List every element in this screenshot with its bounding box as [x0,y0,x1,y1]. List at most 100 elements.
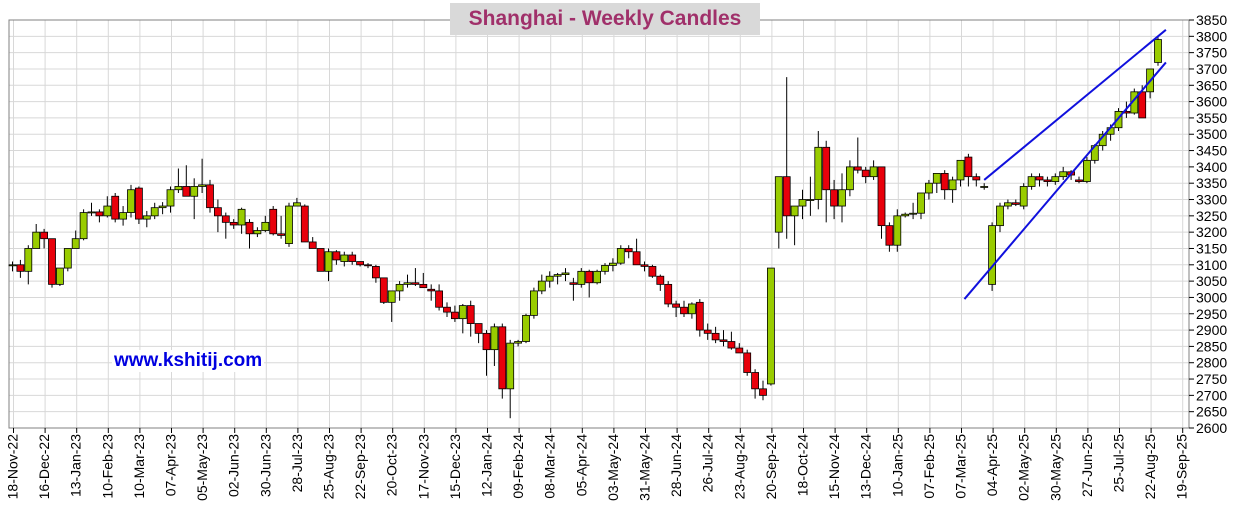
candle [514,339,522,347]
candle-body-up [1027,176,1036,187]
candle [522,313,530,344]
candle-body-up [71,238,80,249]
candle [332,250,341,265]
candle-body-down [443,306,451,313]
candle-body-down [735,347,744,354]
x-tick-label: 22-Sep-23 [352,434,368,500]
candle [1035,173,1044,187]
x-tick-label: 17-Nov-23 [415,434,431,500]
candle-body-up [340,254,349,262]
candle [909,202,917,220]
candle [158,202,167,215]
y-axis: 2600265027002750280028502900295030003050… [1189,12,1227,436]
candle [1043,176,1052,187]
candle [379,277,388,304]
y-tick-label: 3150 [1196,240,1227,256]
candle [940,170,949,200]
candle-body-up [253,230,262,235]
x-tick-label: 10-Jan-25 [889,434,905,497]
candle [830,179,838,220]
candle-body-down [822,146,831,191]
candle [814,130,823,210]
candle [300,204,309,243]
candle [340,251,349,267]
candle [292,197,301,207]
candle [695,299,704,337]
candle [1154,36,1162,66]
candle [213,199,222,233]
candle-body-up [790,205,799,217]
candle-body-down [498,326,507,390]
candle [751,369,759,399]
candle-body-up [174,186,183,191]
candle [759,380,767,401]
candle [40,228,48,249]
candle-body-down [648,266,657,277]
candle [782,77,791,239]
candle-body-up [553,274,562,277]
candle [253,227,262,238]
candle [988,222,996,291]
candle-body-down [419,283,428,289]
candle-body-up [79,212,88,240]
candle [672,300,680,318]
candle-body-up [63,248,72,269]
x-tick-label: 04-Apr-25 [984,434,1000,496]
candle-body-up [530,290,538,316]
x-tick-label: 25-Aug-23 [321,434,337,500]
candle [474,323,483,344]
candle-body-up [103,205,112,217]
x-tick-label: 16-Dec-22 [36,434,52,500]
candle-body-down [743,352,752,373]
candle-body-up [846,166,854,191]
candle [877,166,886,239]
candle [103,196,112,218]
candle-body-up [522,314,530,342]
candle [466,300,475,337]
candle-body-up [158,205,167,209]
candle [79,209,88,241]
candle [601,263,609,275]
candle [387,290,396,322]
candle [95,209,104,223]
y-tick-label: 3800 [1196,28,1227,44]
candle [1027,173,1036,190]
candle-body-down [1075,179,1083,182]
candle [190,178,199,220]
candle [56,267,64,287]
watermark: www.kshitij.com [112,350,265,372]
candle [316,248,325,272]
candle [8,261,17,272]
y-tick-label: 3650 [1196,77,1227,93]
candle-body-down [474,323,483,334]
candle [553,272,562,285]
candle-body-down [371,266,380,279]
candle-body-down [111,195,120,220]
candle [948,176,957,203]
y-tick-label: 3350 [1196,175,1227,191]
y-tick-label: 3250 [1196,208,1227,224]
candle [127,184,135,218]
candle [395,281,404,301]
candle [774,176,783,249]
candle [711,326,720,344]
candle [229,219,238,229]
candle [822,140,831,223]
candle-body-up [261,221,270,231]
y-tick-label: 3300 [1196,192,1227,208]
candle-body-down [672,303,680,308]
candle [150,202,159,220]
y-tick-label: 2850 [1196,338,1227,354]
candle-body-up [1059,171,1068,178]
candle-body-up [166,189,175,207]
x-tick-label: 13-Jan-23 [68,434,84,497]
candle-body-down [269,208,278,235]
candle-body-down [379,277,388,303]
x-tick-label: 18-Oct-24 [795,434,811,496]
candle-body-up [901,213,910,217]
x-tick-label: 07-Feb-25 [921,434,937,499]
candle-body-down [680,306,688,315]
y-tick-label: 3500 [1196,126,1227,142]
candle-body-down [48,238,56,285]
